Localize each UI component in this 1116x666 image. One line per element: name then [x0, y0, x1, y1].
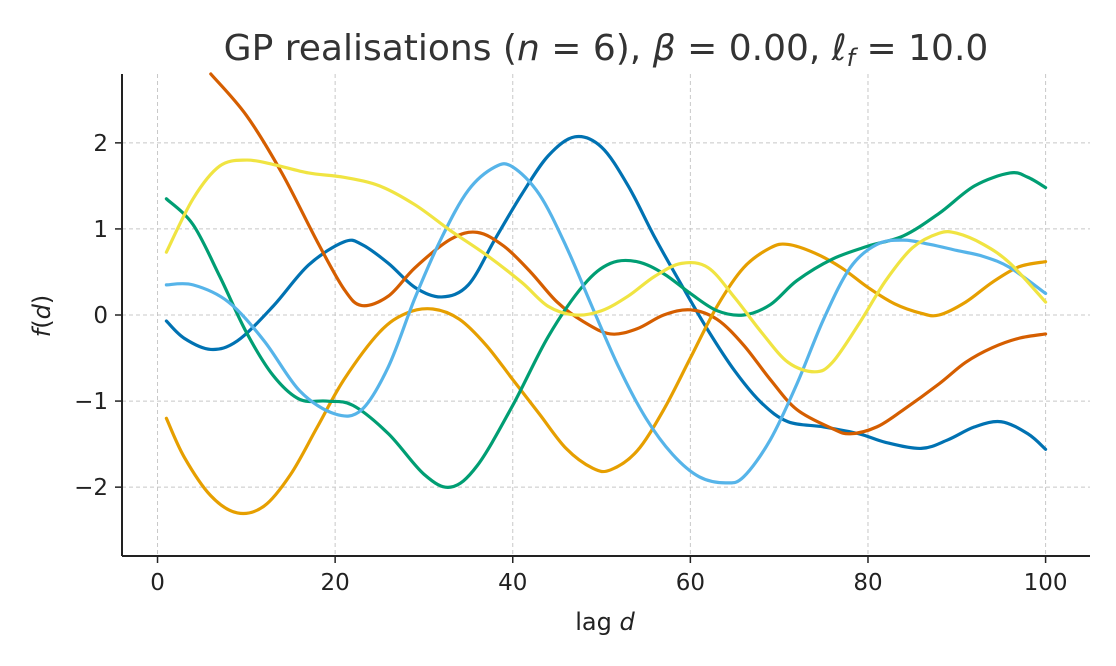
- series-line-5: [164, 162, 1048, 485]
- x-tick-label-0: 0: [150, 570, 165, 596]
- y-tick-label-1: −1: [74, 389, 108, 415]
- chart-title: GP realisations (n = 6), β = 0.00, ℓf = …: [224, 28, 989, 72]
- y-tick-label-2: 0: [93, 303, 108, 329]
- series-line-4: [164, 171, 1048, 489]
- series-line-6: [164, 158, 1048, 374]
- tick-labels: 0 20 40 60 80 100 −2 −1 0 1 2: [74, 131, 1067, 596]
- axes: [115, 74, 1090, 563]
- x-tick-label-4: 80: [853, 570, 882, 596]
- series-line-2: [209, 72, 1048, 436]
- series-lines: [164, 72, 1048, 516]
- x-tick-label-2: 40: [498, 570, 527, 596]
- x-tick-label-1: 20: [320, 570, 349, 596]
- series-line-1: [164, 134, 1048, 451]
- y-tick-label-0: −2: [74, 475, 108, 501]
- series-line-3: [164, 242, 1048, 516]
- x-tick-label-3: 60: [676, 570, 705, 596]
- x-tick-label-5: 100: [1024, 570, 1068, 596]
- y-axis-label: f(d): [28, 295, 56, 337]
- y-tick-label-3: 1: [93, 217, 108, 243]
- x-axis-label: lag d: [575, 608, 635, 636]
- y-tick-label-4: 2: [93, 131, 108, 157]
